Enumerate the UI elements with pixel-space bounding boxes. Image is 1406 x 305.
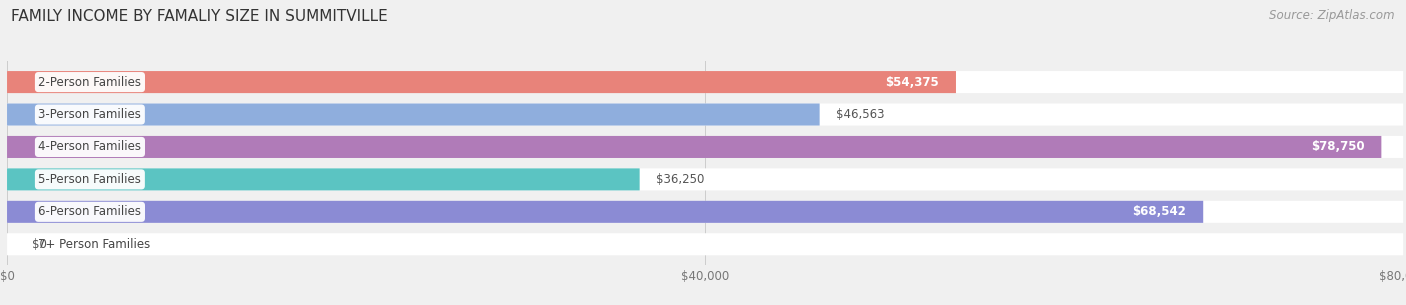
Text: $78,750: $78,750 <box>1310 141 1365 153</box>
Text: 4-Person Families: 4-Person Families <box>38 141 142 153</box>
FancyBboxPatch shape <box>7 168 1403 190</box>
Text: 2-Person Families: 2-Person Families <box>38 76 142 88</box>
Text: $0: $0 <box>32 238 46 251</box>
Text: 5-Person Families: 5-Person Families <box>38 173 142 186</box>
FancyBboxPatch shape <box>7 103 820 126</box>
FancyBboxPatch shape <box>7 71 956 93</box>
FancyBboxPatch shape <box>7 136 1381 158</box>
Text: $54,375: $54,375 <box>886 76 939 88</box>
FancyBboxPatch shape <box>7 201 1403 223</box>
Text: 3-Person Families: 3-Person Families <box>38 108 142 121</box>
Text: $68,542: $68,542 <box>1133 205 1187 218</box>
FancyBboxPatch shape <box>7 168 640 190</box>
Text: FAMILY INCOME BY FAMALIY SIZE IN SUMMITVILLE: FAMILY INCOME BY FAMALIY SIZE IN SUMMITV… <box>11 9 388 24</box>
Text: $46,563: $46,563 <box>837 108 884 121</box>
FancyBboxPatch shape <box>7 136 1403 158</box>
FancyBboxPatch shape <box>7 201 1204 223</box>
FancyBboxPatch shape <box>7 233 1403 255</box>
Text: $36,250: $36,250 <box>657 173 704 186</box>
Text: 6-Person Families: 6-Person Families <box>38 205 142 218</box>
FancyBboxPatch shape <box>7 71 1403 93</box>
Text: Source: ZipAtlas.com: Source: ZipAtlas.com <box>1270 9 1395 22</box>
Text: 7+ Person Families: 7+ Person Families <box>38 238 150 251</box>
FancyBboxPatch shape <box>7 103 1403 126</box>
